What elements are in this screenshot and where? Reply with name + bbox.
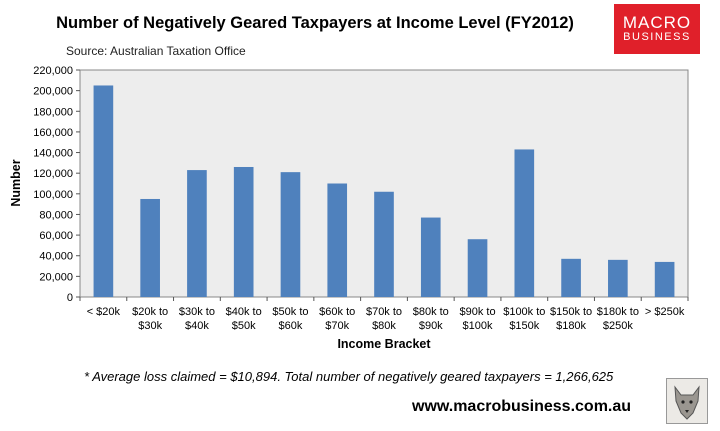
x-tick-label: $100k to xyxy=(503,306,545,318)
bar xyxy=(140,198,160,297)
y-tick-label: 60,000 xyxy=(39,230,73,242)
bars xyxy=(93,85,675,298)
macrobusiness-logo[interactable]: MACRO BUSINESS xyxy=(614,4,700,54)
x-tick-label: $50k to xyxy=(272,306,308,318)
logo-line-2: BUSINESS xyxy=(623,31,691,44)
bar xyxy=(467,239,488,297)
source-note: Source: Australian Taxation Office xyxy=(66,44,246,58)
y-tick-label: 100,000 xyxy=(33,189,73,201)
bar xyxy=(514,149,535,297)
y-tick-label: 0 xyxy=(67,292,73,304)
website-url[interactable]: www.macrobusiness.com.au xyxy=(412,398,632,415)
x-tick-label: $40k to xyxy=(226,306,262,318)
bar xyxy=(420,217,441,297)
x-tick-label: $60k xyxy=(279,320,303,332)
y-tick-label: 120,000 xyxy=(33,168,73,180)
x-tick-label: $80k xyxy=(372,320,396,332)
x-axis-title: Income Bracket xyxy=(337,337,431,351)
wolf-icon xyxy=(666,378,708,424)
bar xyxy=(561,258,581,297)
bar xyxy=(187,170,207,297)
x-tick-label: $70k to xyxy=(366,306,402,318)
bar xyxy=(233,166,254,297)
x-tick-label: $100k xyxy=(463,320,493,332)
x-tick-label: $40k xyxy=(185,320,209,332)
y-tick-label: 20,000 xyxy=(39,271,73,283)
bar xyxy=(93,85,114,298)
x-tick-label: $150k to xyxy=(550,306,592,318)
x-tick-label: $250k xyxy=(603,320,633,332)
chart-title: Number of Negatively Geared Taxpayers at… xyxy=(56,14,574,32)
y-tick-label: 200,000 xyxy=(33,86,73,98)
x-tick-label: $70k xyxy=(325,320,349,332)
bar xyxy=(327,183,348,297)
x-tick-label: $90k xyxy=(419,320,443,332)
x-tick-label: > $250k xyxy=(645,306,685,318)
x-tick-label: $180k to xyxy=(597,306,639,318)
x-tick-label: $20k to xyxy=(132,306,168,318)
x-tick-label: $150k xyxy=(509,320,539,332)
y-tick-label: 180,000 xyxy=(33,106,73,118)
footnote: * Average loss claimed = $10,894. Total … xyxy=(84,369,614,384)
y-tick-label: 160,000 xyxy=(33,127,73,139)
logo-line-1: MACRO xyxy=(622,13,692,33)
x-tick-label: $30k xyxy=(138,320,162,332)
x-axis: < $20k $20k to $30k $30k to $40k $40k to $50k $… xyxy=(79,297,689,332)
y-tick-label: 40,000 xyxy=(39,251,73,263)
x-tick-label: $50k xyxy=(232,320,256,332)
x-tick-label: < $20k xyxy=(87,306,121,318)
y-tick-label: 80,000 xyxy=(39,209,73,221)
y-tick-label: 140,000 xyxy=(33,148,73,160)
bar xyxy=(608,259,628,297)
x-tick-label: $180k xyxy=(556,320,586,332)
y-tick-label: 220,000 xyxy=(33,65,73,77)
x-tick-label: $90k to xyxy=(459,306,495,318)
bar xyxy=(654,261,675,297)
x-tick-label: $60k to xyxy=(319,306,355,318)
bar xyxy=(280,172,301,297)
y-axis-title: Number xyxy=(9,159,23,206)
x-tick-label: $80k to xyxy=(413,306,449,318)
x-tick-label: $30k to xyxy=(179,306,215,318)
y-axis: 0 20,000 40,000 60,000 80,000 100,000 120,000 1… xyxy=(33,65,80,304)
bar xyxy=(374,191,394,297)
